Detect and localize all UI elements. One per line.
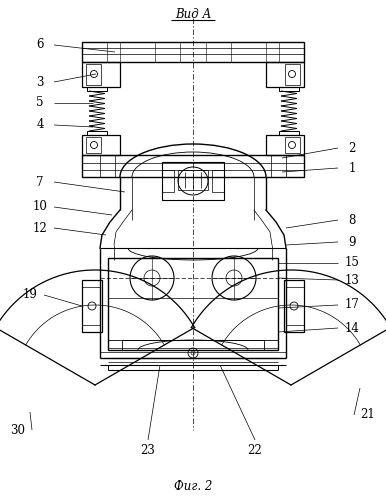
Text: 10: 10: [32, 200, 47, 213]
Text: 13: 13: [345, 274, 359, 286]
Text: 5: 5: [36, 96, 44, 110]
Bar: [285, 137, 300, 153]
Bar: [86, 137, 101, 153]
Bar: [100, 155, 115, 177]
Bar: [87, 87, 107, 91]
Bar: [82, 42, 304, 62]
Bar: [87, 131, 107, 135]
Bar: [162, 162, 224, 200]
Text: 6: 6: [36, 38, 44, 52]
Bar: [82, 62, 120, 87]
Bar: [271, 155, 286, 177]
Bar: [86, 64, 101, 85]
Text: Вид А: Вид А: [175, 8, 211, 20]
Bar: [82, 155, 304, 177]
Text: 30: 30: [10, 424, 25, 436]
Text: 4: 4: [36, 118, 44, 132]
Bar: [82, 135, 120, 155]
Bar: [178, 170, 208, 190]
Bar: [108, 258, 278, 350]
Bar: [212, 170, 224, 192]
Text: 8: 8: [348, 214, 356, 226]
Text: 9: 9: [348, 236, 356, 248]
Text: 17: 17: [345, 298, 359, 312]
Text: 12: 12: [33, 222, 47, 234]
Bar: [285, 64, 300, 85]
Bar: [279, 131, 299, 135]
Text: 15: 15: [345, 256, 359, 270]
Text: Фиг. 2: Фиг. 2: [174, 480, 212, 494]
Bar: [162, 170, 174, 192]
Text: 1: 1: [348, 162, 356, 174]
Bar: [284, 280, 304, 332]
Text: 21: 21: [361, 408, 375, 422]
Bar: [122, 340, 264, 350]
Bar: [82, 280, 102, 332]
Bar: [279, 87, 299, 91]
Text: 14: 14: [345, 322, 359, 334]
Bar: [266, 135, 304, 155]
Text: 2: 2: [348, 142, 356, 154]
Text: 23: 23: [141, 444, 156, 456]
Text: 3: 3: [36, 76, 44, 88]
Text: 22: 22: [248, 444, 262, 456]
Bar: [266, 62, 304, 87]
Text: 7: 7: [36, 176, 44, 188]
Text: 19: 19: [22, 288, 37, 302]
